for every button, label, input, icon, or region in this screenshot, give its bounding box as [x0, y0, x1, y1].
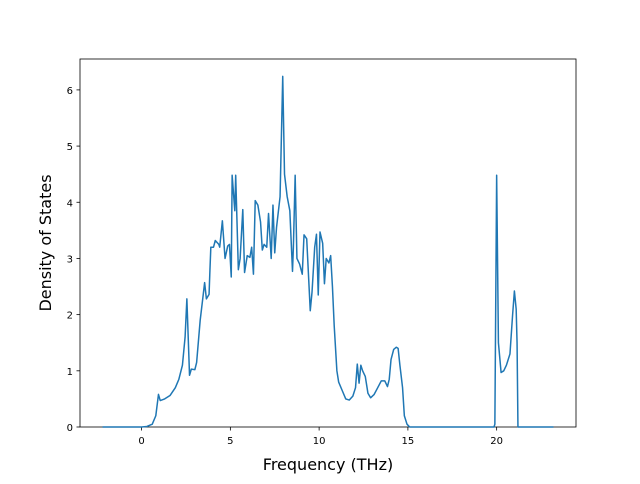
y-tick-label: 3	[67, 254, 73, 265]
x-tick-label: 10	[313, 436, 326, 447]
x-tick-label: 20	[490, 436, 503, 447]
y-tick-label: 6	[67, 86, 73, 97]
x-tick-label: 15	[402, 436, 415, 447]
dos-line	[102, 75, 554, 428]
x-axis-label: Frequency (THz)	[263, 455, 393, 474]
x-tick-label: 5	[227, 436, 233, 447]
x-tick-label: 0	[138, 436, 144, 447]
y-axis-label: Density of States	[36, 174, 55, 311]
y-tick-label: 2	[67, 311, 73, 322]
y-tick-label: 0	[67, 423, 73, 434]
plot-frame	[79, 58, 577, 428]
y-tick-label: 1	[67, 367, 73, 378]
y-tick-label: 4	[67, 198, 73, 209]
y-tick-label: 5	[67, 142, 73, 153]
